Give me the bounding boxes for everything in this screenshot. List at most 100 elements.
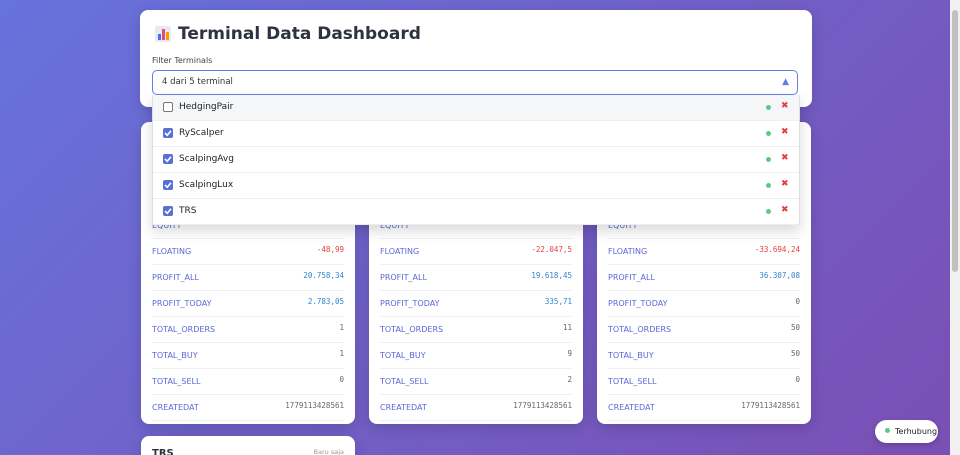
row-value: 0 [795, 375, 800, 384]
filter-option[interactable]: ScalpingLux ✖ [153, 173, 799, 199]
row-value: -22.047,5 [531, 245, 572, 254]
remove-button[interactable]: ✖ [781, 179, 789, 189]
row-label: CREATEDAT [380, 403, 427, 412]
row-label: PROFIT_ALL [380, 273, 427, 282]
data-row: TOTAL_ORDERS 50 [608, 316, 800, 343]
data-row: PROFIT_ALL 19.618,45 [380, 264, 572, 291]
data-row: EQUITY [152, 212, 344, 239]
data-row: PROFIT_TODAY 0 [608, 290, 800, 317]
row-value: 335,71 [544, 297, 572, 306]
data-row: TOTAL_SELL 0 [608, 368, 800, 395]
row-label: TOTAL_ORDERS [380, 325, 444, 334]
row-label: CREATEDAT [608, 403, 655, 412]
status-dot [766, 157, 771, 162]
data-row: TOTAL_BUY 9 [380, 342, 572, 369]
row-label: PROFIT_TODAY [608, 299, 668, 308]
row-label: TOTAL_SELL [608, 377, 657, 386]
row-label: PROFIT_ALL [608, 273, 655, 282]
row-label: PROFIT_TODAY [380, 299, 440, 308]
row-value: 36.307,08 [759, 271, 800, 280]
option-name: RyScalper [179, 128, 224, 138]
row-label: TOTAL_ORDERS [608, 325, 672, 334]
filter-select[interactable]: 4 dari 5 terminal ▲ [152, 70, 798, 95]
row-value: 9 [567, 349, 572, 358]
option-name: ScalpingAvg [179, 154, 234, 164]
option-name: ScalpingLux [179, 180, 234, 190]
remove-button[interactable]: ✖ [781, 153, 789, 163]
check [164, 130, 172, 137]
data-row: TOTAL_BUY 1 [152, 342, 344, 369]
row-label: EQUITY [152, 221, 182, 230]
data-row: FLOATING -22.047,5 [380, 238, 572, 265]
row-label: PROFIT_TODAY [152, 299, 212, 308]
row-label: TOTAL_BUY [608, 351, 654, 360]
filter-option[interactable]: HedgingPair ✖ [153, 95, 799, 121]
row-label: EQUITY [608, 221, 638, 230]
checkbox[interactable] [163, 180, 173, 190]
row-value: 0 [795, 297, 800, 306]
filter-label: Filter Terminals [152, 56, 213, 65]
row-label: FLOATING [152, 247, 192, 256]
data-row: PROFIT_TODAY 2.783,05 [152, 290, 344, 317]
status-dot [766, 209, 771, 214]
card-title: TRS [152, 448, 174, 455]
data-row: TOTAL_ORDERS 11 [380, 316, 572, 343]
filter-option[interactable]: TRS ✖ [153, 199, 799, 225]
data-row: PROFIT_TODAY 335,71 [380, 290, 572, 317]
data-row: PROFIT_ALL 36.307,08 [608, 264, 800, 291]
option-name: HedgingPair [179, 102, 234, 112]
row-value: 0 [339, 375, 344, 384]
row-label: PROFIT_ALL [152, 273, 199, 282]
data-row: CREATEDAT 1779113428561 [608, 394, 800, 421]
checkbox[interactable] [163, 154, 173, 164]
data-row: EQUITY [608, 212, 800, 239]
remove-button[interactable]: ✖ [781, 205, 789, 215]
row-label: TOTAL_ORDERS [152, 325, 216, 334]
scroll-thumb[interactable] [952, 10, 958, 272]
status-dot [766, 105, 771, 110]
row-label: CREATEDAT [152, 403, 199, 412]
row-value: 11 [562, 323, 572, 332]
row-label: EQUITY [380, 221, 410, 230]
row-value: 1 [339, 323, 344, 332]
title: Terminal Data Dashboard [178, 24, 421, 44]
row-value: 2.783,05 [307, 297, 344, 306]
row-value: 20.758,34 [303, 271, 344, 280]
status-dot [766, 183, 771, 188]
remove-button[interactable]: ✖ [781, 101, 789, 111]
row-label: TOTAL_SELL [152, 377, 201, 386]
checkbox[interactable] [163, 206, 173, 216]
check [164, 208, 172, 215]
row-label: TOTAL_BUY [152, 351, 198, 360]
filter-option[interactable]: RyScalper ✖ [153, 121, 799, 147]
check [164, 182, 172, 189]
card-updated: Baru saja [313, 448, 344, 455]
checkbox[interactable] [163, 128, 173, 138]
row-value: -33.694,24 [754, 245, 800, 254]
remove-button[interactable]: ✖ [781, 127, 789, 137]
dropdown-arrow: ▲ [782, 77, 789, 87]
row-label: TOTAL_BUY [380, 351, 426, 360]
row-value: 1779113428561 [285, 401, 344, 410]
filter-option[interactable]: ScalpingAvg ✖ [153, 147, 799, 173]
row-label: FLOATING [380, 247, 420, 256]
check [164, 156, 172, 163]
data-row: TOTAL_SELL 0 [152, 368, 344, 395]
checkbox[interactable] [163, 102, 173, 112]
data-row: FLOATING -33.694,24 [608, 238, 800, 265]
status-dot [766, 131, 771, 136]
row-value: 2 [567, 375, 572, 384]
data-row: CREATEDAT 1779113428561 [380, 394, 572, 421]
row-label: TOTAL_SELL [380, 377, 429, 386]
data-row: PROFIT_ALL 20.758,34 [152, 264, 344, 291]
data-row: FLOATING -48,99 [152, 238, 344, 265]
status-dot [885, 428, 890, 433]
row-value: 1779113428561 [741, 401, 800, 410]
terminal-card: TRS Baru saja [141, 436, 355, 455]
data-row: TOTAL_ORDERS 1 [152, 316, 344, 343]
row-value: 50 [790, 349, 800, 358]
data-row: TOTAL_SELL 2 [380, 368, 572, 395]
data-row: EQUITY [380, 212, 572, 239]
data-row: TOTAL_BUY 50 [608, 342, 800, 369]
filter-summary: 4 dari 5 terminal [162, 77, 233, 87]
